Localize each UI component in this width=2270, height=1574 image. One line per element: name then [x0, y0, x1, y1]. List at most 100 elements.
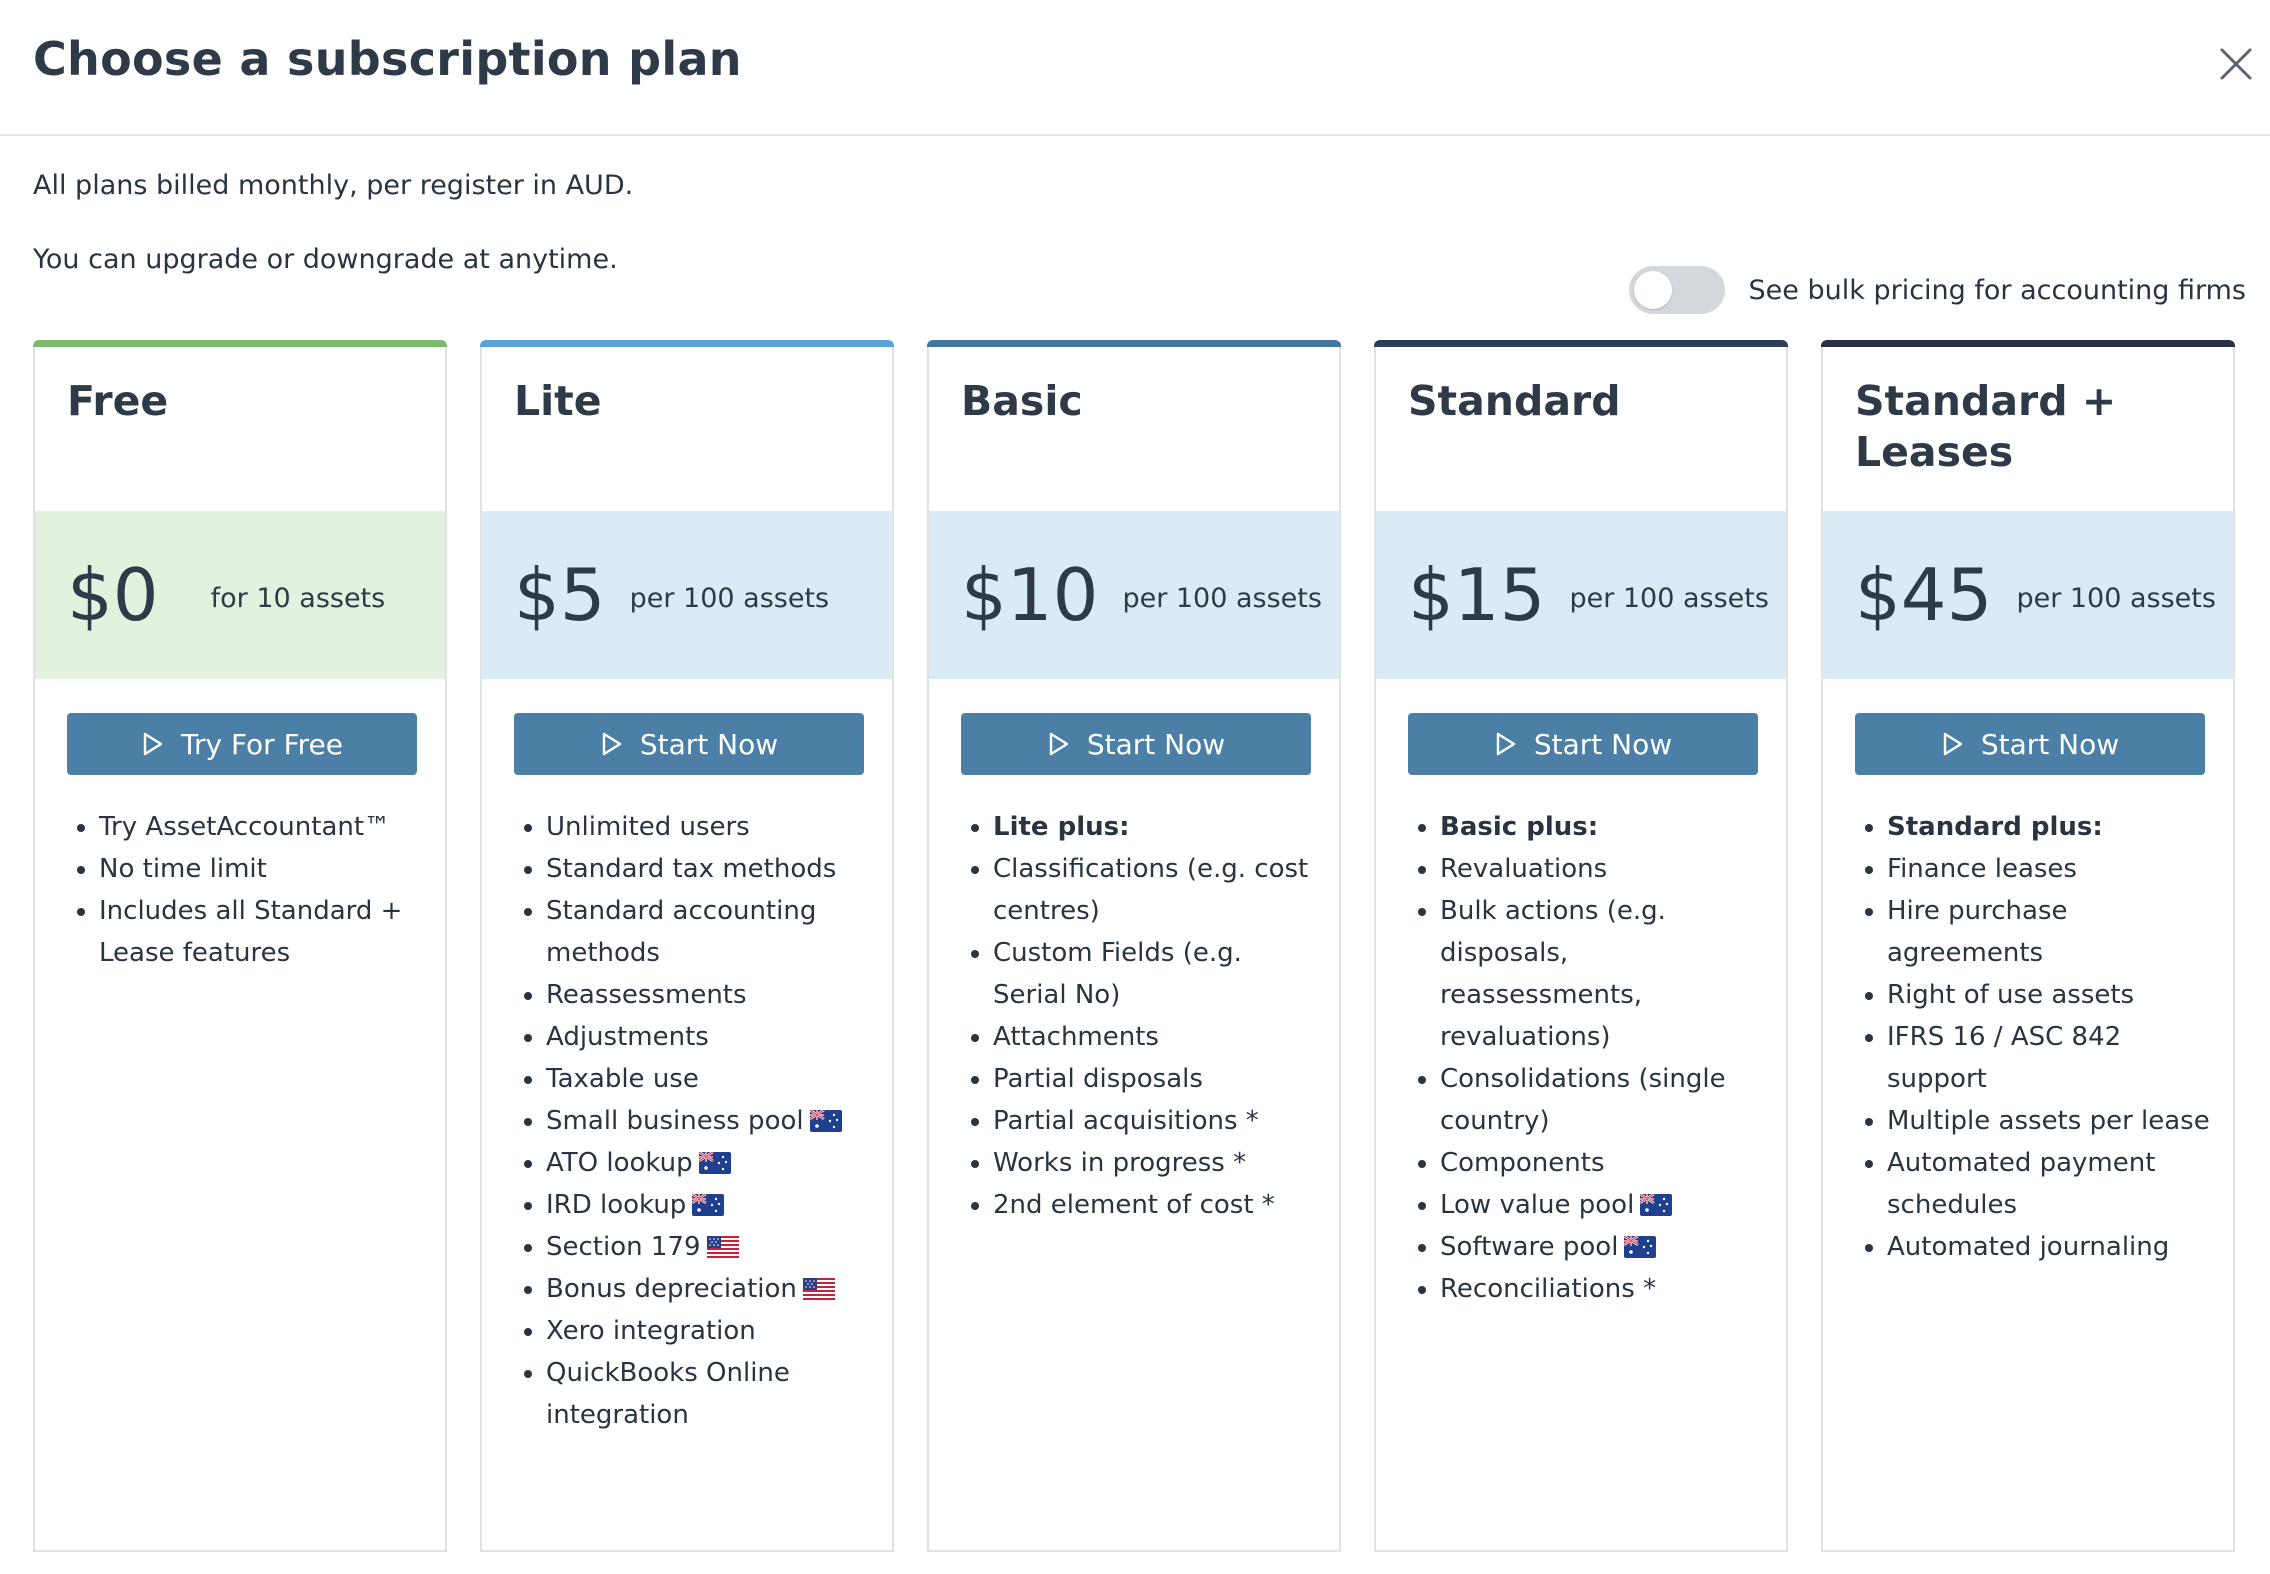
plan-card-standard: Standard $15 per 100 assets Start Now Basic …	[1374, 340, 1788, 1552]
plan-name: Lite	[514, 377, 602, 425]
feature-text: Partial disposals	[993, 1064, 1203, 1094]
plan-accent-bar	[480, 340, 894, 347]
australia-flag-icon	[692, 1194, 725, 1216]
feature-item: Automated journaling	[1887, 1226, 2217, 1268]
start-now-button[interactable]: Start Now	[1408, 713, 1758, 775]
feature-text: ATO lookup	[546, 1148, 693, 1178]
close-icon[interactable]	[2212, 40, 2260, 88]
feature-text: Reassessments	[546, 980, 747, 1010]
australia-flag-icon	[698, 1152, 731, 1174]
plan-price-unit: per 100 assets	[1122, 582, 1322, 614]
plan-price: $45	[1855, 553, 1993, 637]
feature-text: Right of use assets	[1887, 980, 2135, 1010]
feature-item: Bulk actions (e.g. disposals, reassessme…	[1440, 890, 1770, 1058]
price-band: $45 per 100 assets	[1823, 511, 2233, 679]
bulk-pricing-toggle-row: See bulk pricing for accounting firms	[1628, 266, 2246, 314]
plan-card-standard-leases: Standard + Leases $45 per 100 assets Start …	[1821, 340, 2235, 1552]
feature-item: Unlimited users	[546, 806, 876, 848]
plan-price: $5	[514, 553, 606, 637]
plan-card-basic: Basic $10 per 100 assets Start Now Lite plus…	[927, 340, 1341, 1552]
price-band: $10 per 100 assets	[929, 511, 1339, 679]
feature-text: Automated journaling	[1887, 1232, 2170, 1262]
feature-text: Components	[1440, 1148, 1605, 1178]
start-now-button[interactable]: Start Now	[1855, 713, 2205, 775]
feature-text: Finance leases	[1887, 854, 2077, 884]
modal-title: Choose a subscription plan	[33, 32, 742, 86]
feature-list: Standard plus: Finance leases Hire purchas…	[1855, 806, 2217, 1268]
button-label: Start Now	[1980, 727, 2120, 761]
usa-flag-icon	[706, 1236, 739, 1258]
feature-item: Standard plus:	[1887, 806, 2217, 848]
feature-text: Lite plus:	[993, 812, 1130, 842]
feature-text: Partial acquisitions *	[993, 1106, 1259, 1136]
feature-text: No time limit	[99, 854, 267, 884]
play-icon	[143, 732, 163, 756]
start-now-button[interactable]: Start Now	[514, 713, 864, 775]
plan-price-unit: per 100 assets	[1569, 582, 1769, 614]
feature-item: Includes all Standard + Lease features	[99, 890, 429, 974]
feature-text: Bonus depreciation	[546, 1274, 797, 1304]
feature-item: Automated payment schedules	[1887, 1142, 2217, 1226]
plan-price-unit: per 100 assets	[629, 582, 830, 614]
upgrade-note: You can upgrade or downgrade at anytime.	[33, 244, 618, 275]
try-for-free-button[interactable]: Try For Free	[67, 713, 417, 775]
feature-item: Multiple assets per lease	[1887, 1100, 2217, 1142]
button-label: Start Now	[639, 727, 779, 761]
billing-note: All plans billed monthly, per register i…	[33, 170, 634, 201]
feature-list: Basic plus: Revaluations Bulk actions (e.g…	[1408, 806, 1770, 1310]
plan-accent-bar	[1374, 340, 1788, 347]
feature-item: Partial disposals	[993, 1058, 1323, 1100]
feature-item: Attachments	[993, 1016, 1323, 1058]
feature-text: Reconciliations *	[1440, 1274, 1657, 1304]
plan-accent-bar	[1821, 340, 2235, 347]
feature-item: Basic plus:	[1440, 806, 1770, 848]
plan-accent-bar	[927, 340, 1341, 347]
feature-item: Custom Fields (e.g. Serial No)	[993, 932, 1323, 1016]
price-band: $5 per 100 assets	[482, 511, 892, 679]
feature-text: Attachments	[993, 1022, 1159, 1052]
feature-item: No time limit	[99, 848, 429, 890]
feature-item: IRD lookup	[546, 1184, 876, 1226]
feature-item: Section 179	[546, 1226, 876, 1268]
feature-item: Components	[1440, 1142, 1770, 1184]
feature-item: Revaluations	[1440, 848, 1770, 890]
feature-item: Low value pool	[1440, 1184, 1770, 1226]
feature-item: Adjustments	[546, 1016, 876, 1058]
australia-flag-icon	[809, 1110, 842, 1132]
plan-name: Basic	[961, 377, 1083, 425]
feature-item: Small business pool	[546, 1100, 876, 1142]
feature-text: QuickBooks Online integration	[546, 1358, 790, 1430]
feature-list: Try AssetAccountant™ No time limit Include…	[67, 806, 429, 974]
feature-text: Revaluations	[1440, 854, 1608, 884]
start-now-button[interactable]: Start Now	[961, 713, 1311, 775]
feature-text: Standard tax methods	[546, 854, 837, 884]
feature-item: Works in progress *	[993, 1142, 1323, 1184]
feature-text: Consolidations (single country)	[1440, 1064, 1726, 1136]
feature-item: Taxable use	[546, 1058, 876, 1100]
australia-flag-icon	[1640, 1194, 1673, 1216]
play-icon	[602, 732, 622, 756]
feature-text: 2nd element of cost *	[993, 1190, 1275, 1220]
bulk-pricing-toggle[interactable]	[1628, 266, 1725, 314]
toggle-knob	[1633, 271, 1672, 309]
feature-text: Small business pool	[546, 1106, 804, 1136]
play-icon	[1943, 732, 1963, 756]
feature-text: Includes all Standard + Lease features	[99, 896, 403, 968]
feature-text: Software pool	[1440, 1232, 1619, 1262]
feature-text: Basic plus:	[1440, 812, 1599, 842]
australia-flag-icon	[1624, 1236, 1657, 1258]
feature-item: Software pool	[1440, 1226, 1770, 1268]
button-label: Start Now	[1533, 727, 1673, 761]
plan-name: Standard	[1408, 377, 1621, 425]
plan-price: $10	[961, 553, 1099, 637]
play-icon	[1049, 732, 1069, 756]
feature-item: 2nd element of cost *	[993, 1184, 1323, 1226]
play-icon	[1496, 732, 1516, 756]
feature-text: Adjustments	[546, 1022, 709, 1052]
feature-list: Unlimited users Standard tax methods Stand…	[514, 806, 876, 1436]
plan-price-unit: per 100 assets	[2016, 582, 2216, 614]
feature-text: Standard accounting methods	[546, 896, 817, 968]
feature-text: Works in progress *	[993, 1148, 1247, 1178]
feature-item: Standard tax methods	[546, 848, 876, 890]
